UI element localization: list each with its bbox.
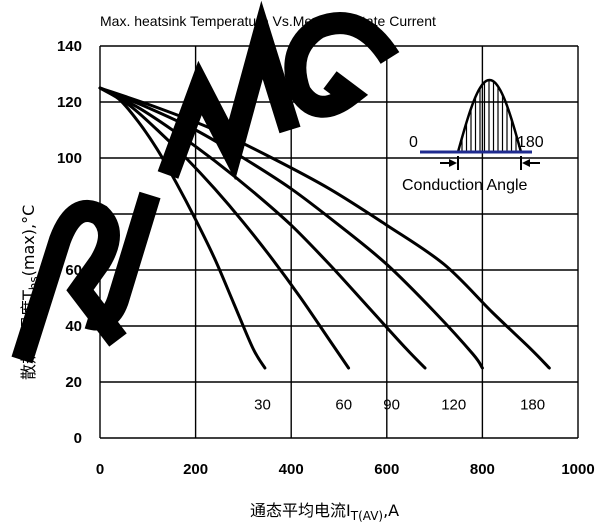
series-label-30: 30 [254,396,271,413]
x-tick-label: 1000 [561,461,594,478]
inset-right-label: 180 [517,134,544,151]
series-curve-30 [98,86,267,370]
watermark [11,0,400,364]
inset-left-label: 0 [409,134,418,151]
y-tick-label: 20 [65,374,82,391]
series-label-90: 90 [383,396,400,413]
watermark-stroke-m [157,0,301,181]
series-label-60: 60 [335,396,352,413]
x-tick-label: 600 [374,461,399,478]
inset-caption: Conduction Angle [402,177,528,194]
y-tick-label: 140 [57,38,82,55]
series-curve-60 [98,86,351,370]
watermark-stroke-j [84,191,161,331]
x-axis-label: 通态平均电流IT(AV),A [250,501,399,523]
conduction-hatching [461,80,522,152]
conduction-angle-inset: 0 180 Conduction Angle [402,78,544,194]
y-tick-label: 100 [57,150,82,167]
y-tick-label: 120 [57,94,82,111]
x-tick-labels: 0 200 400 600 800 1000 [96,461,595,478]
inset-right-arrowhead [522,159,530,167]
series-labels: 30 60 90 120 180 [254,396,545,413]
y-tick-label: 40 [65,318,82,335]
x-tick-label: 0 [96,461,104,478]
series-curve-90 [98,86,427,370]
watermark-stroke-r [11,199,127,364]
y-tick-label: 0 [74,430,82,447]
series-curve-120 [98,86,484,370]
watermark-stroke-g [284,12,400,118]
x-tick-label: 400 [279,461,304,478]
series-curves [98,86,551,370]
y-axis-label: 散热器温度Ths(max),°C [19,205,41,380]
series-label-180: 180 [520,396,545,413]
inset-left-arrowhead [449,159,457,167]
series-label-120: 120 [441,396,466,413]
x-tick-label: 200 [183,461,208,478]
x-tick-label: 800 [470,461,495,478]
half-sine-waveform [456,78,523,153]
